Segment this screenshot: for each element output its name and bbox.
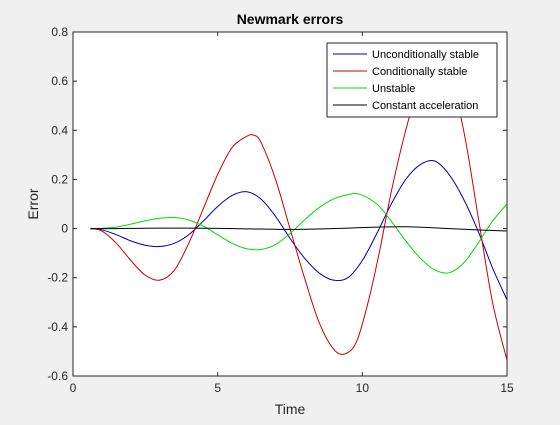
legend-label: Constant acceleration xyxy=(372,100,478,112)
y-tick-label: 0.6 xyxy=(51,74,68,88)
legend-label: Unconditionally stable xyxy=(372,49,479,61)
y-tick-label: 0.4 xyxy=(51,123,68,137)
series-line-3 xyxy=(90,226,507,232)
y-tick-label: 0.2 xyxy=(51,172,68,186)
y-tick-label: -0.2 xyxy=(47,271,68,285)
y-tick-label: 0.8 xyxy=(51,25,68,39)
series-line-2 xyxy=(90,192,507,274)
axes-box xyxy=(72,31,508,377)
legend: Unconditionally stable Conditionally stab… xyxy=(326,42,498,118)
y-tick-label: -0.4 xyxy=(47,320,68,334)
x-tick-label: 0 xyxy=(70,381,77,395)
x-tick-label: 15 xyxy=(500,381,514,395)
axes-layer: 0 5 10 15 -0.6 -0.4 -0.2 0 0.2 0.4 0.6 0.8 xyxy=(47,25,514,395)
y-tick-label: 0 xyxy=(61,222,68,236)
legend-label: Unstable xyxy=(372,83,415,95)
x-tick-label: 5 xyxy=(214,381,221,395)
y-axis-label: Error xyxy=(25,188,41,219)
chart-title: Newmark errors xyxy=(237,11,344,27)
x-tick-label: 10 xyxy=(356,381,370,395)
y-tick-label: -0.6 xyxy=(47,369,68,383)
x-axis-label: Time xyxy=(275,401,306,417)
legend-label: Conditionally stable xyxy=(372,66,467,78)
series-line-0 xyxy=(90,159,507,301)
